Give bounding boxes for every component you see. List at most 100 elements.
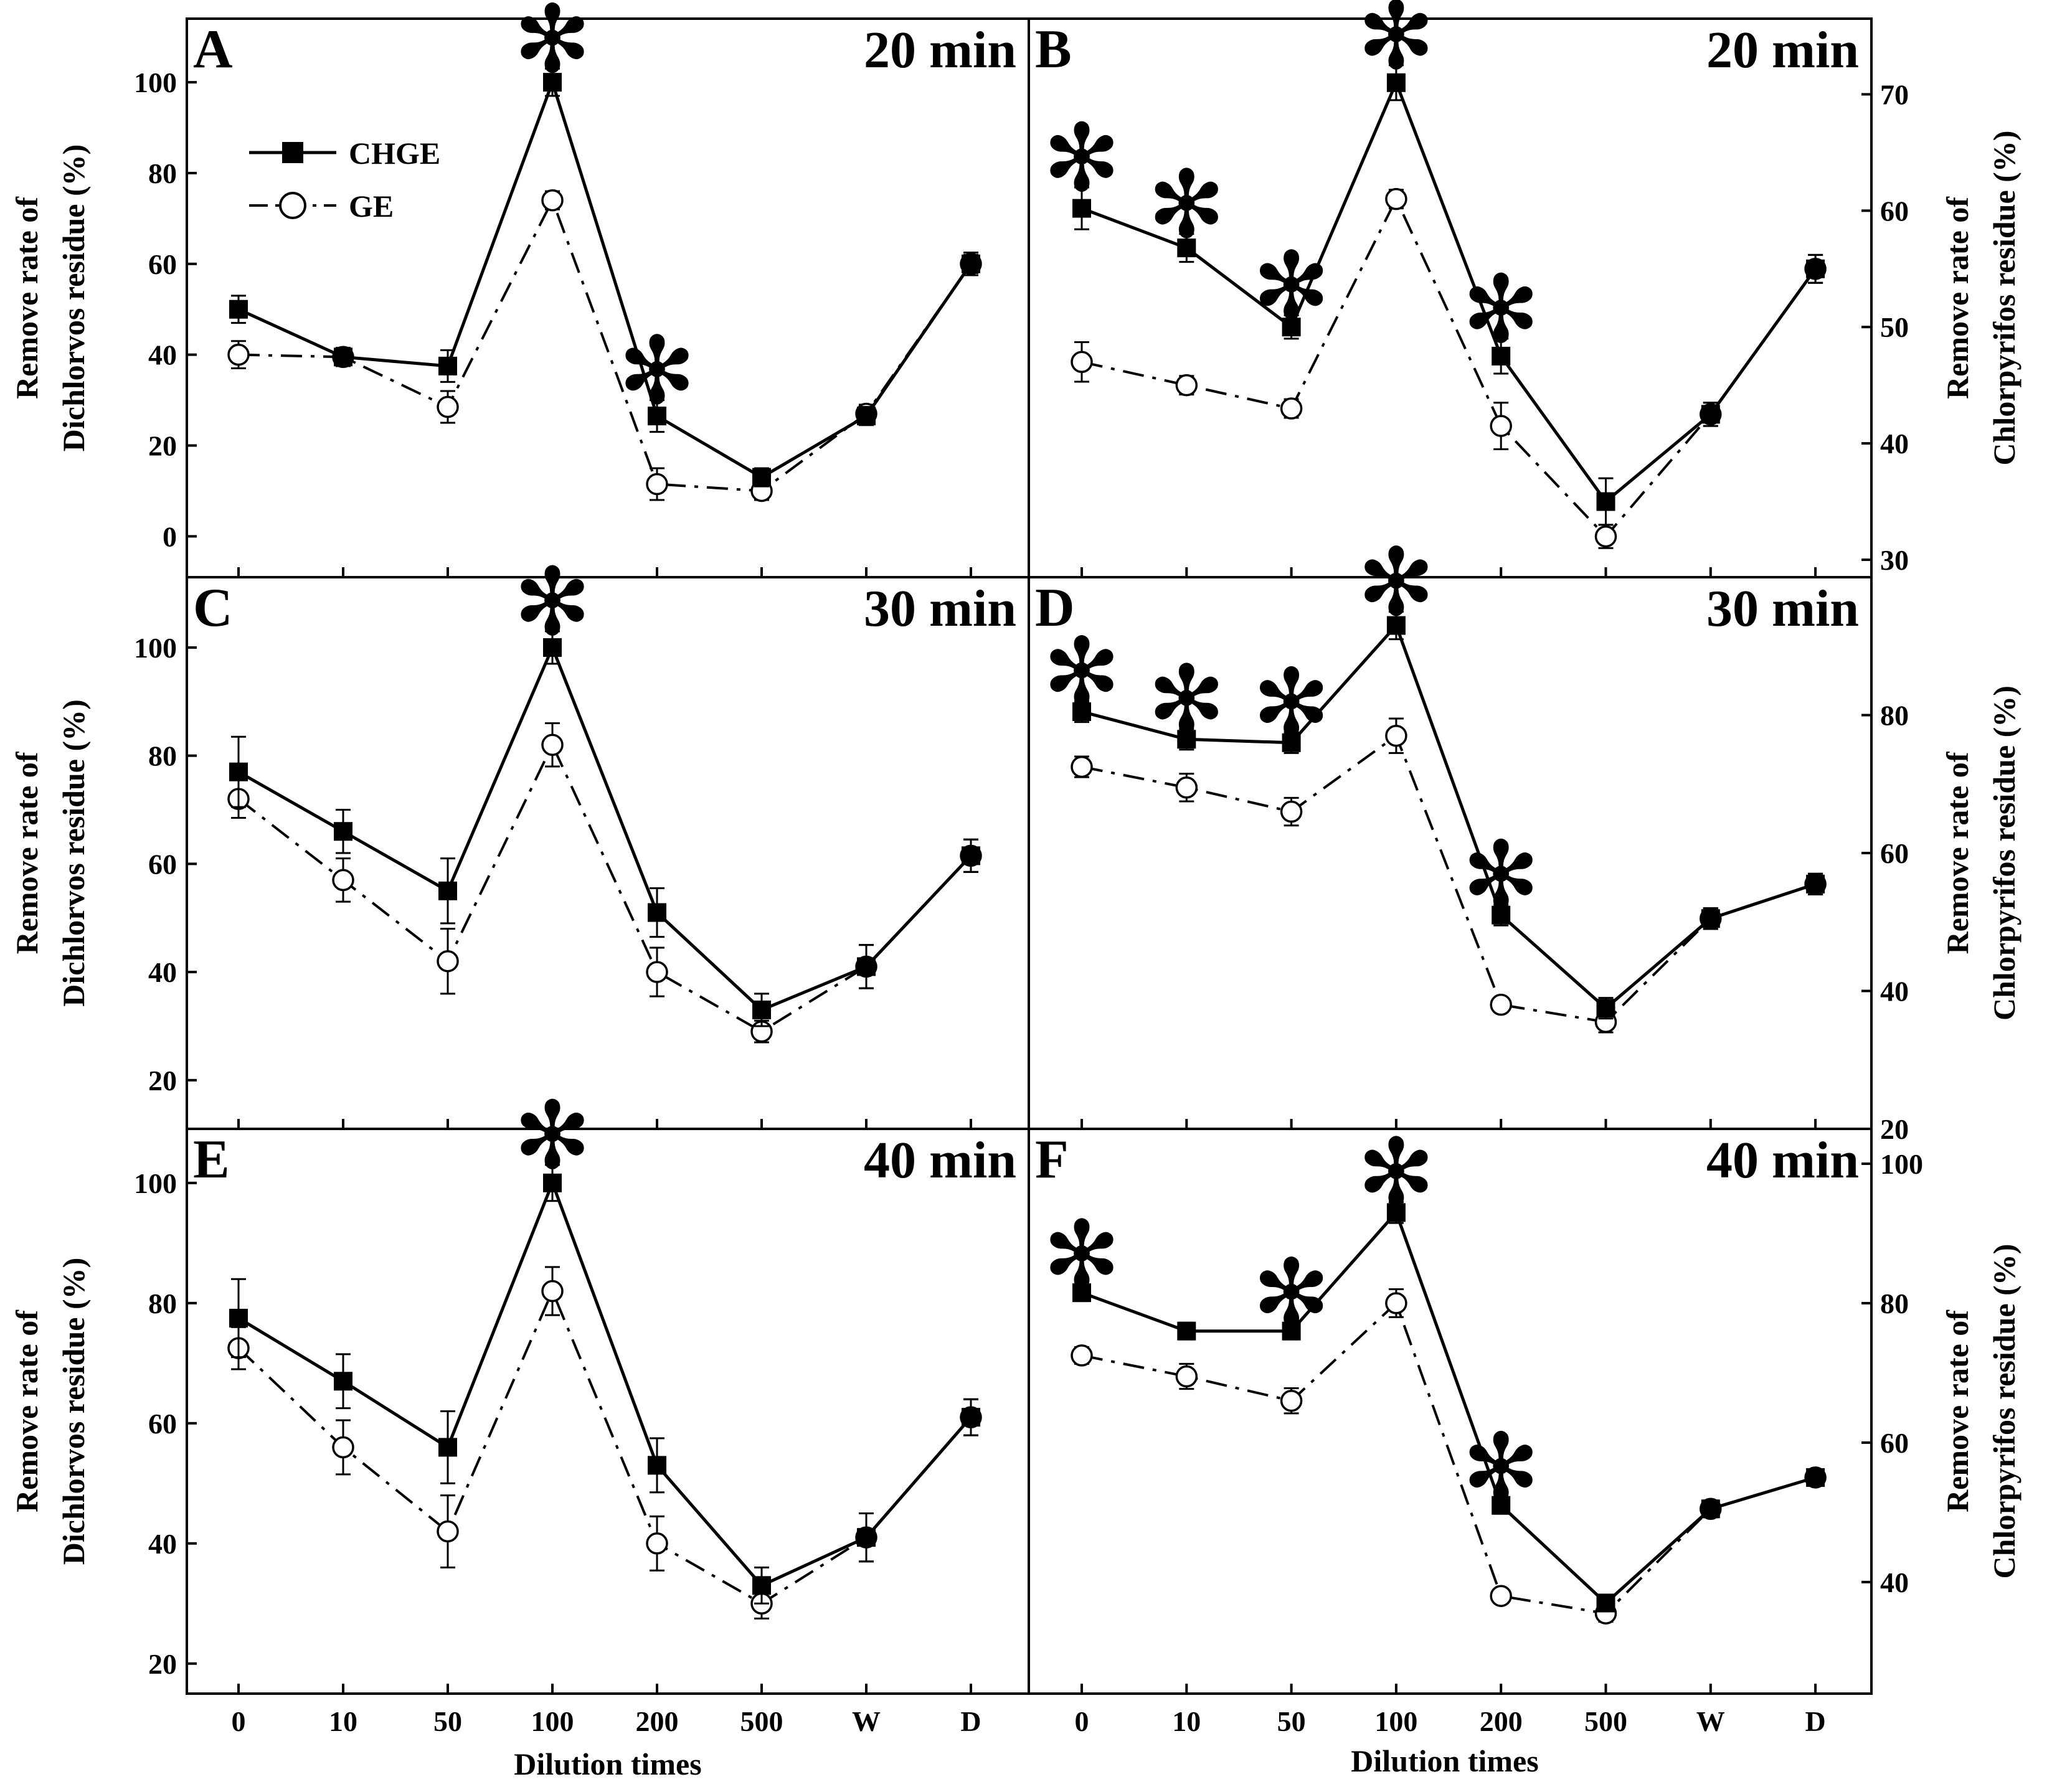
legend-marker-ge [279, 192, 306, 219]
data-point-chge [1596, 492, 1615, 511]
data-point-chge [857, 407, 876, 426]
y-tick-label: 20 [148, 1648, 177, 1680]
data-point-chge [1177, 1321, 1196, 1341]
data-point-chge [1177, 238, 1196, 258]
data-point-ge [1385, 1292, 1407, 1314]
data-point-chge [543, 73, 562, 92]
significance-star: ✻ [1252, 233, 1331, 341]
x-tick-label: 100 [1374, 1705, 1417, 1737]
time-label: 30 min [864, 580, 1016, 638]
x-tick-label: 200 [636, 1705, 679, 1737]
x-tick-label: 10 [1172, 1705, 1201, 1737]
significance-star: ✻ [1462, 822, 1540, 930]
data-point-ge [437, 395, 459, 418]
series-line-chge [1081, 1209, 1816, 1605]
x-tick-label: D [960, 1705, 981, 1737]
y-tick-label: 40 [148, 956, 177, 988]
panel-letter: A [193, 19, 233, 80]
data-point-chge [334, 1372, 352, 1391]
data-point-chge [752, 468, 771, 487]
series-line-chge [1081, 78, 1817, 504]
x-tick-label: 200 [1480, 1705, 1523, 1737]
data-point-chge [1072, 199, 1091, 218]
data-point-ge [437, 950, 459, 973]
frame [186, 17, 1873, 1695]
data-point-ge [1071, 1344, 1093, 1367]
data-point-chge [1701, 405, 1720, 424]
series-line-ge [1081, 196, 1817, 539]
y-tick-label: 40 [1880, 428, 1909, 460]
series-line-chge [237, 77, 973, 479]
y-tick-label: 40 [148, 1528, 177, 1560]
data-point-chge [1492, 1496, 1511, 1515]
x-tick-label: W [852, 1705, 881, 1737]
data-point-chge [962, 254, 980, 273]
y-tick-label: 100 [134, 632, 177, 664]
y-axis-label-line1: Remove rate of [9, 1309, 44, 1512]
time-label: 20 min [1706, 21, 1859, 79]
legend: CHGE GE [249, 136, 440, 224]
data-point-ge [1280, 800, 1303, 823]
y-tick-label: 80 [148, 1288, 177, 1319]
y-tick-label: 20 [148, 430, 177, 462]
data-point-chge [334, 347, 352, 367]
data-point-chge [648, 1456, 666, 1475]
data-point-chge [1072, 1283, 1091, 1303]
x-tick-label: 0 [1075, 1705, 1089, 1737]
data-point-ge [1280, 397, 1303, 420]
data-point-chge [438, 356, 457, 375]
series-line-chge [1081, 622, 1816, 1011]
series-line-chge [237, 1178, 972, 1588]
panel-e: 20 40 60 80 100 0 10 50 100 200 500 W D Remove rate o… [9, 1082, 1016, 1737]
data-point-chge [1492, 905, 1511, 925]
data-point-ge [646, 1532, 668, 1555]
y-tick-label: 100 [134, 67, 177, 98]
panel-d: 40 60 80 20 Remove rate of Chlorpyrifos resid… [1035, 529, 2022, 1145]
series-chge [1072, 1201, 1825, 1613]
y-tick-label: 100 [134, 1167, 177, 1199]
series-chge [1072, 64, 1825, 526]
y-tick-label: 80 [1880, 700, 1909, 732]
data-point-chge [543, 638, 562, 657]
data-point-chge [1386, 616, 1406, 635]
data-point-chge [1492, 346, 1511, 365]
data-point-chge [1177, 730, 1196, 749]
series-line-ge [237, 1288, 972, 1605]
data-point-chge [1282, 1321, 1301, 1341]
panel-letter: E [193, 1129, 230, 1190]
x-axis-label-left: Dilution times [514, 1747, 701, 1781]
data-point-chge [1282, 318, 1301, 337]
series-chge [229, 630, 980, 1027]
data-point-ge [1385, 187, 1407, 210]
y-tick-label: 80 [148, 740, 177, 772]
panel-b: 30 40 50 60 70 Remove rate of Chlorpyrifos res… [1035, 0, 2022, 577]
panel-a: 0 20 40 60 80 100 Remove rate of Dichlorvos res… [9, 0, 1016, 577]
y-axis-label-line2: Chlorpyrifos residue (%) [1987, 131, 2022, 466]
series-chge [229, 67, 980, 488]
legend-marker-chge [282, 142, 303, 163]
series-line-ge [238, 197, 972, 493]
data-point-ge [1490, 993, 1512, 1016]
data-point-chge [543, 1173, 562, 1192]
y-tick-label: 60 [1880, 195, 1909, 227]
data-point-ge [1490, 415, 1512, 437]
y-tick-label: 20 [1880, 1113, 1909, 1145]
data-point-ge [1175, 776, 1198, 799]
data-point-chge [229, 1308, 248, 1327]
data-point-chge [962, 846, 980, 865]
series-line-chge [237, 643, 972, 1012]
x-tick-label: D [1805, 1705, 1825, 1737]
data-point-chge [1072, 702, 1091, 721]
data-point-ge [1071, 755, 1093, 778]
data-point-chge [1701, 1499, 1720, 1519]
y-axis-label-line2: Dichlorvos residue (%) [56, 699, 91, 1006]
y-tick-label: 70 [1880, 78, 1909, 110]
data-point-chge [229, 299, 248, 319]
data-point-ge [1175, 374, 1198, 397]
legend-label-ge: GE [349, 189, 394, 224]
data-point-ge [227, 343, 250, 366]
data-point-ge [1280, 1389, 1303, 1412]
data-point-chge [962, 1408, 980, 1427]
data-point-chge [857, 1528, 876, 1547]
